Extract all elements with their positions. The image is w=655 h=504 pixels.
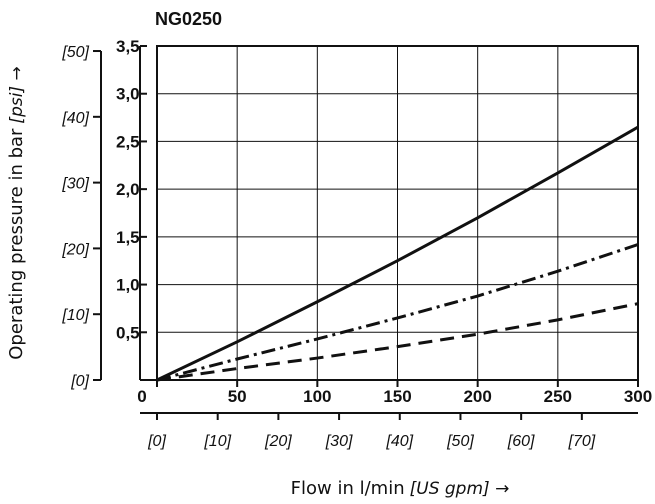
x-tick-label: 150	[383, 387, 411, 406]
x-tick-label: 100	[303, 387, 331, 406]
y-axis-title-secondary: [psi] →	[7, 66, 27, 123]
y-secondary-tick-label: [40]	[61, 110, 89, 127]
x-axis-title-secondary: [US gpm] →	[410, 479, 510, 499]
chart-title: NG0250	[155, 9, 222, 29]
grid	[157, 46, 638, 380]
x-secondary-tick-label: [20]	[264, 433, 292, 450]
y-secondary-tick-label: [30]	[61, 176, 89, 193]
y-tick-labels: 0,5 1,0 1,5 2,0 2,5 3,0 3,5	[116, 37, 147, 342]
x-tick-label: 0	[137, 387, 146, 406]
x-tick-label: 200	[463, 387, 491, 406]
y-tick-label: 2,5	[116, 132, 140, 151]
y-secondary-tick-label: [10]	[61, 307, 89, 324]
x-secondary-tick-label: [70]	[568, 433, 596, 450]
y-tick-label: 1,0	[116, 276, 140, 295]
x-secondary-tick-label: [60]	[507, 433, 535, 450]
x-tick-labels: 0 50 100 150 200 250 300	[137, 380, 652, 406]
series-line-dash-dot	[156, 243, 639, 382]
x-tick-label: 50	[228, 387, 247, 406]
y-tick-label: 0,5	[116, 323, 140, 342]
x-axis-title: Flow in l/min [US gpm] →	[291, 478, 510, 499]
y-tick-label: 3,5	[116, 37, 140, 56]
x-tick-label: 250	[544, 387, 572, 406]
x-secondary-tick-label: [10]	[203, 433, 231, 450]
series-line-dashed	[156, 302, 639, 382]
x-secondary-tick-label: [50]	[446, 433, 474, 450]
y-tick-label: 2,0	[116, 180, 140, 199]
series-layer	[156, 125, 639, 382]
x-secondary-axis: [0] [10] [20] [30] [40] [50] [60] [70]	[140, 412, 638, 450]
y-tick-label: 1,5	[116, 228, 140, 247]
series-line-solid	[156, 125, 639, 382]
y-axis-title: Operating pressure in bar [psi] →	[6, 66, 27, 359]
y-secondary-tick-label: [50]	[61, 44, 89, 61]
y-tick-label: 3,0	[116, 85, 140, 104]
y-axis-title-primary: Operating pressure in bar	[6, 128, 27, 360]
x-secondary-tick-label: [0]	[147, 433, 166, 450]
x-axis-title-primary: Flow in l/min	[291, 478, 405, 499]
x-tick-label: 300	[624, 387, 652, 406]
y-secondary-tick-label: [0]	[70, 373, 89, 390]
x-secondary-tick-label: [40]	[385, 433, 413, 450]
x-secondary-tick-label: [30]	[325, 433, 353, 450]
y-secondary-axis: [0] [10] [20] [30] [40] [50]	[61, 44, 102, 390]
y-secondary-tick-label: [20]	[61, 241, 89, 258]
